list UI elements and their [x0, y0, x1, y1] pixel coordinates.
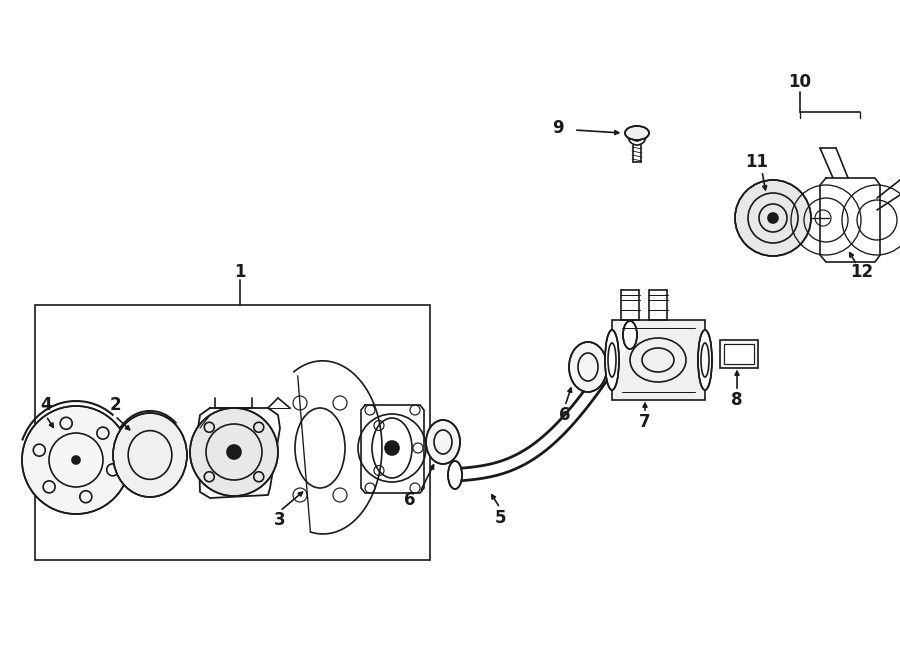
Text: 7: 7: [639, 413, 651, 431]
Circle shape: [768, 213, 778, 223]
Bar: [35, 305, 430, 560]
Circle shape: [22, 406, 130, 514]
Bar: [724, 344, 754, 364]
Ellipse shape: [448, 461, 462, 489]
Text: 3: 3: [274, 511, 286, 529]
Text: 8: 8: [731, 391, 742, 409]
Circle shape: [72, 456, 80, 464]
Text: 10: 10: [788, 73, 812, 91]
Circle shape: [385, 441, 399, 455]
Ellipse shape: [698, 330, 712, 390]
Circle shape: [190, 408, 278, 496]
Text: 6: 6: [559, 406, 571, 424]
Bar: [612, 320, 705, 400]
Text: 2: 2: [109, 396, 121, 414]
Ellipse shape: [569, 342, 607, 392]
Text: 6: 6: [404, 491, 416, 509]
Circle shape: [735, 180, 811, 256]
Text: 5: 5: [494, 509, 506, 527]
Text: 4: 4: [40, 396, 52, 414]
Ellipse shape: [426, 420, 460, 464]
Text: 11: 11: [745, 153, 769, 171]
Text: 9: 9: [553, 119, 564, 137]
Bar: [720, 340, 758, 368]
Text: 1: 1: [234, 263, 246, 281]
Ellipse shape: [623, 321, 637, 349]
Ellipse shape: [605, 330, 619, 390]
Ellipse shape: [113, 413, 187, 497]
Ellipse shape: [625, 126, 649, 140]
Text: 12: 12: [850, 263, 874, 281]
Circle shape: [227, 445, 241, 459]
